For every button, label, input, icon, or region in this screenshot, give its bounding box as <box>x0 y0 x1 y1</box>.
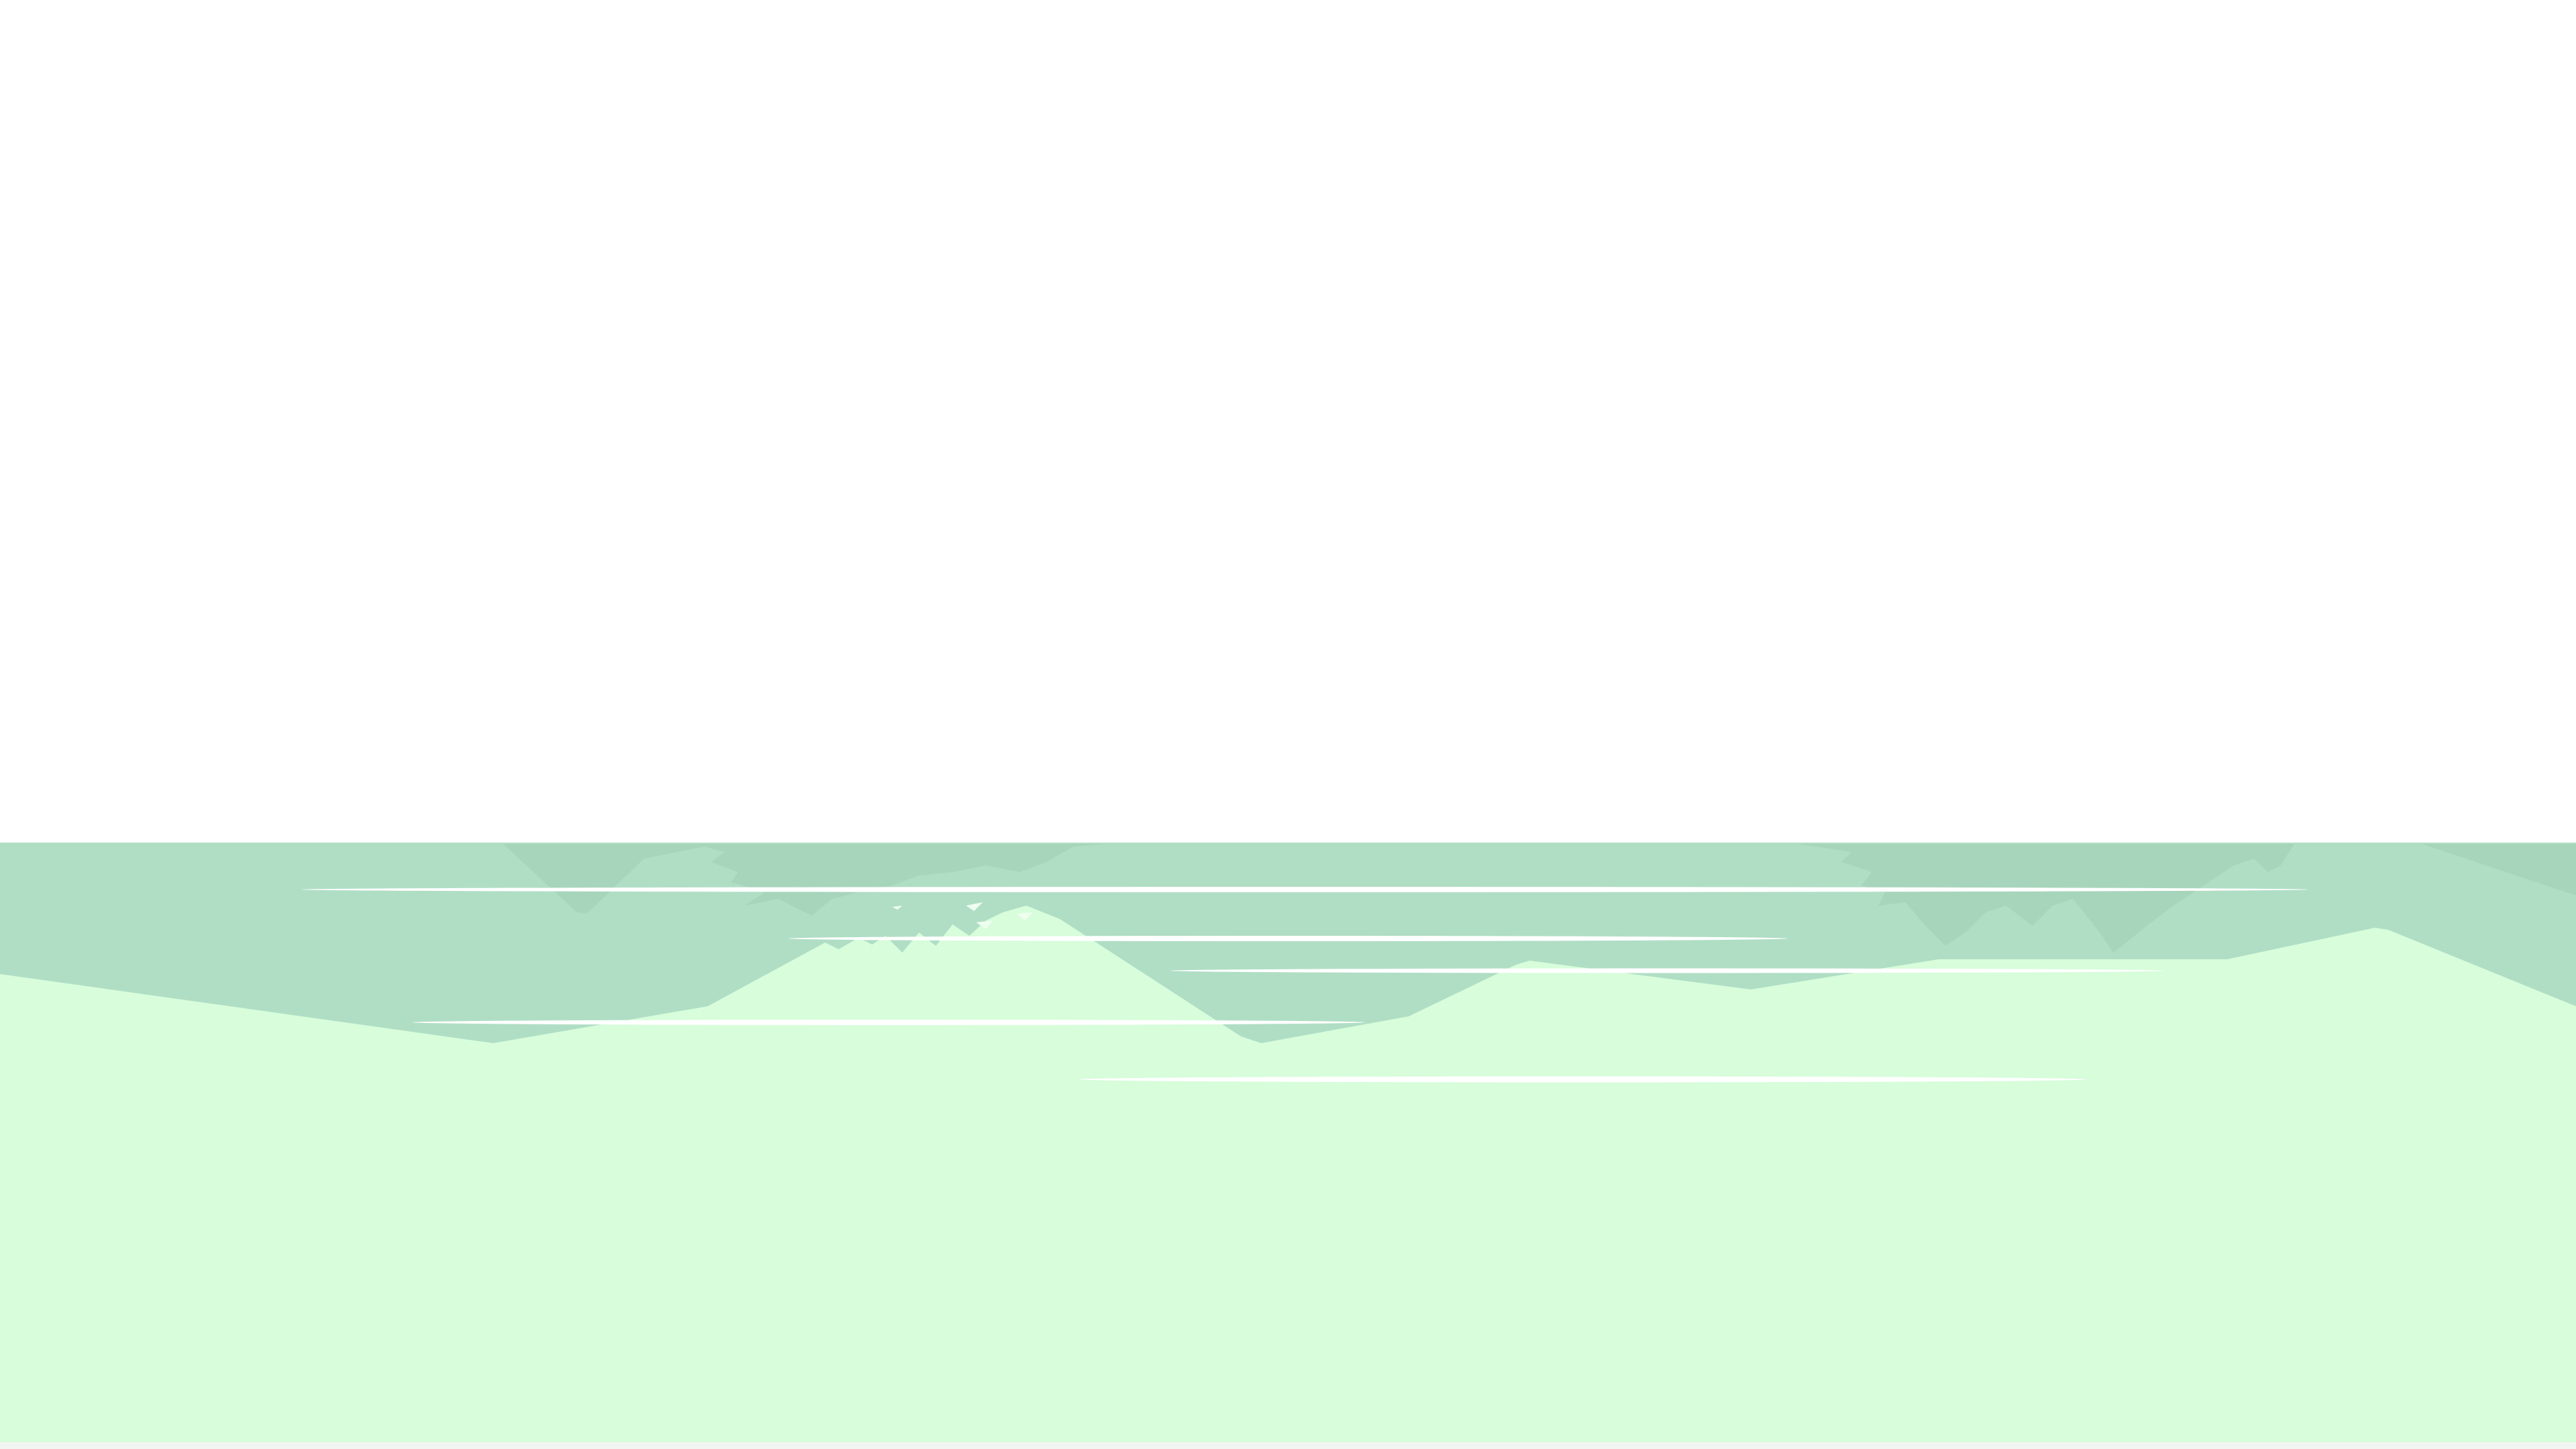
sky <box>0 0 2576 843</box>
highlight-2 <box>966 902 983 911</box>
right-tree-reflection <box>1798 844 2294 953</box>
ripple-2 <box>788 936 1788 941</box>
ripple-4 <box>413 1020 1365 1025</box>
ripple-5 <box>1080 1076 2086 1083</box>
water-ripples <box>302 887 2308 1083</box>
hill-highlights <box>892 902 1033 929</box>
ripple-3 <box>1171 968 2163 973</box>
hills <box>0 906 2576 1449</box>
highlight-4 <box>1016 912 1033 920</box>
ground-edge <box>0 1442 2576 1449</box>
far-right-reflection <box>2422 844 2576 896</box>
ripple-1 <box>302 887 2308 892</box>
highlight-1 <box>892 906 902 910</box>
highlight-3 <box>976 920 993 929</box>
tree-reflections <box>503 844 2576 953</box>
left-tree-reflection <box>503 844 1107 916</box>
